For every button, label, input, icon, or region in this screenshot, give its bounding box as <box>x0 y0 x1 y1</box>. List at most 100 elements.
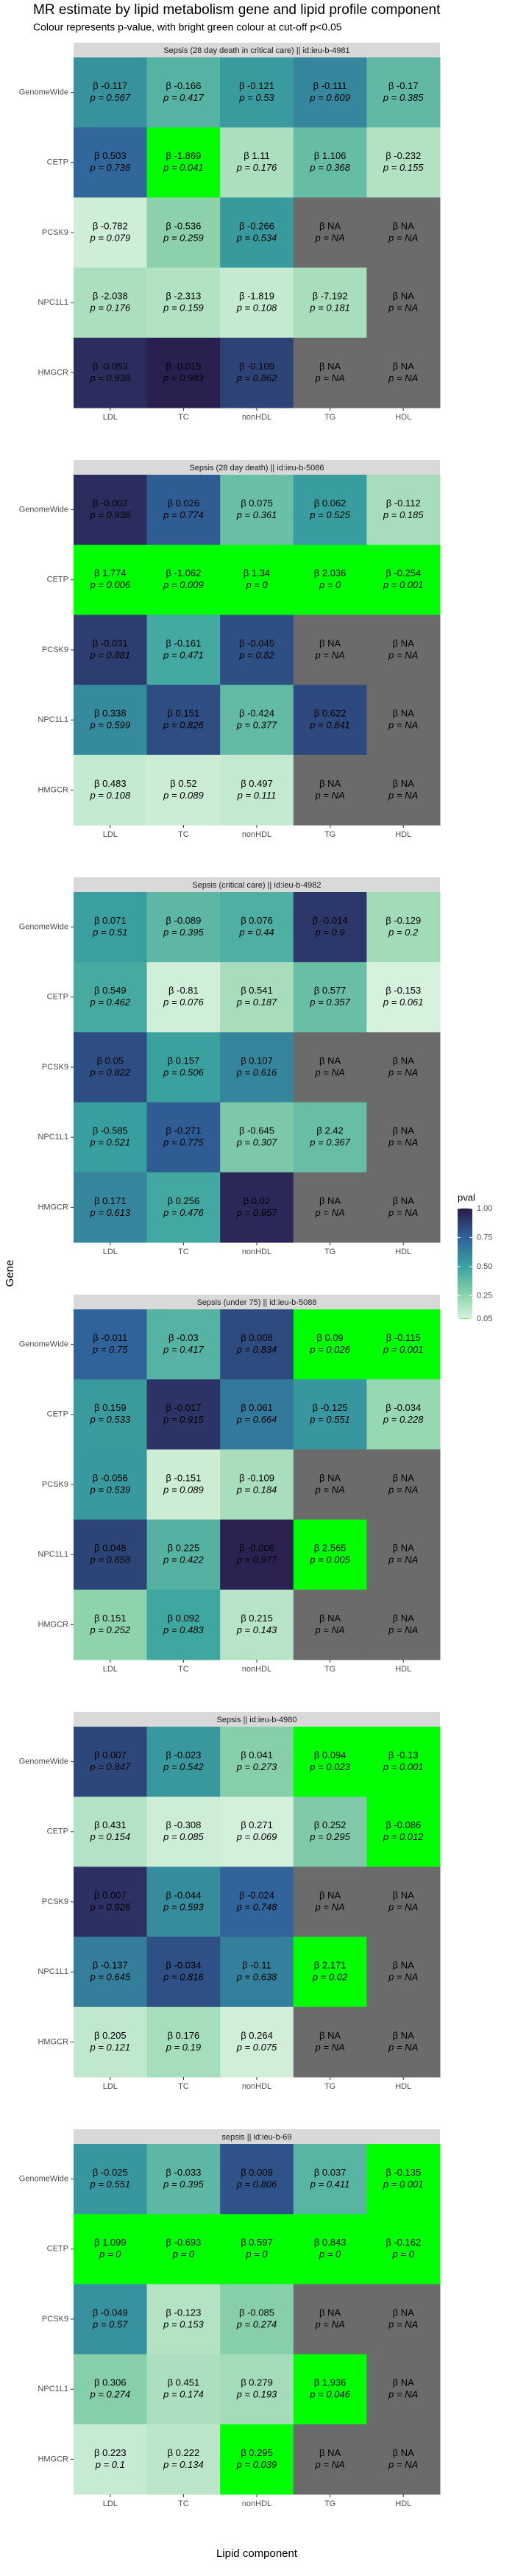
p-label: p = 0.001 <box>383 1344 424 1355</box>
beta-label: β -0.011 <box>93 1332 127 1343</box>
beta-label: β NA <box>319 2447 341 2458</box>
p-label: p = 0.121 <box>90 2042 131 2053</box>
beta-label: β -0.693 <box>166 2237 201 2248</box>
heat-cell <box>293 1797 367 1867</box>
p-label: p = 0.471 <box>163 649 204 660</box>
beta-label: β -0.129 <box>386 915 421 926</box>
p-label: p = 0.228 <box>383 1414 424 1425</box>
beta-label: β 0.151 <box>168 708 200 719</box>
heat-cell <box>220 2214 294 2285</box>
heat-cell <box>366 1309 441 1380</box>
p-label: p = 0.274 <box>90 2389 131 2400</box>
heat-cell <box>366 2006 441 2078</box>
heat-cell <box>293 2006 367 2078</box>
facet-strip <box>74 877 440 892</box>
beta-label: β 0.295 <box>241 2447 273 2458</box>
heat-cell <box>146 545 221 615</box>
beta-label: β NA <box>319 1472 341 1483</box>
heat-cell <box>293 2214 367 2285</box>
p-label: p = 0.534 <box>236 232 277 243</box>
beta-label: β -0.053 <box>93 361 128 372</box>
p-label: p = 0.613 <box>90 1207 131 1218</box>
beta-label: β 0.05 <box>97 1055 124 1066</box>
beta-label: β -0.045 <box>239 637 274 648</box>
beta-label: β 0.02 <box>244 1195 270 1206</box>
heat-cell <box>293 545 367 615</box>
y-tick-label: HMGCR <box>38 2455 68 2463</box>
p-label: p = 0.108 <box>90 790 131 801</box>
beta-label: β -0.585 <box>93 1125 128 1136</box>
heat-cell <box>74 127 148 198</box>
p-label: p = NA <box>388 1137 418 1148</box>
heat-cell <box>74 2354 148 2425</box>
p-label: p = NA <box>388 1484 418 1495</box>
p-label: p = 0.53 <box>238 92 274 103</box>
beta-label: β 0.007 <box>94 1889 127 1900</box>
legend-title: pval <box>458 1192 475 1203</box>
heat-cell <box>220 2006 294 2078</box>
beta-label: β -0.115 <box>386 1332 421 1343</box>
p-label: p = NA <box>315 1066 345 1078</box>
beta-label: β 0.215 <box>241 1613 273 1624</box>
p-label: p = NA <box>388 1066 418 1078</box>
p-label: p = 0 <box>319 579 341 590</box>
p-label: p = NA <box>388 1624 418 1635</box>
beta-label: β 2.171 <box>314 1960 347 1971</box>
p-label: p = 0.367 <box>309 1137 350 1148</box>
heat-cell <box>293 892 367 963</box>
heat-cell <box>366 1797 441 1867</box>
facet-title: Sepsis (28 day death) || id:ieu-b-5086 <box>189 464 324 473</box>
heat-cell <box>366 2144 441 2215</box>
heat-cell <box>146 1032 221 1103</box>
p-label: p = 0.847 <box>90 1761 131 1772</box>
p-label: p = 0.154 <box>90 1831 131 1842</box>
beta-label: β 0.107 <box>241 1055 273 1066</box>
beta-label: β 0.075 <box>241 498 273 509</box>
heat-cell <box>74 1589 148 1660</box>
beta-label: β -0.034 <box>386 1402 421 1413</box>
beta-label: β -0.121 <box>239 80 274 91</box>
x-tick-label: nonHDL <box>242 1665 271 1674</box>
p-label: p = 0.926 <box>90 1901 131 1912</box>
beta-label: β 0.52 <box>170 778 196 789</box>
heat-cell <box>366 475 441 545</box>
p-label: p = 0.089 <box>163 1484 204 1495</box>
p-label: p = NA <box>315 1901 345 1912</box>
facet-strip <box>74 1712 440 1727</box>
y-tick-label: PCSK9 <box>42 1897 68 1906</box>
heat-cell <box>74 2424 148 2495</box>
heat-cell <box>366 1727 441 1797</box>
y-tick-label: GenomeWide <box>19 1340 68 1349</box>
p-label: p = 0.155 <box>383 162 424 173</box>
x-tick-label: TG <box>324 1248 335 1256</box>
p-label: p = 0.862 <box>236 372 277 383</box>
p-label: p = 0.736 <box>90 162 131 173</box>
heat-cell <box>220 127 294 198</box>
p-label: p = 0.001 <box>383 1761 424 1772</box>
y-tick-label: NPC1L1 <box>38 2385 68 2393</box>
heat-cell <box>146 2354 221 2425</box>
p-label: p = NA <box>315 649 345 660</box>
p-label: p = 0.551 <box>309 1414 350 1425</box>
x-tick-label: HDL <box>395 2499 411 2508</box>
beta-label: β -0.085 <box>239 2307 274 2318</box>
y-tick-label: CETP <box>47 1827 68 1836</box>
x-tick-label: TG <box>324 1665 335 1674</box>
beta-label: β 1.34 <box>244 567 270 578</box>
beta-label: β 0.497 <box>241 778 273 789</box>
p-label: p = 0.422 <box>163 1554 204 1565</box>
beta-label: β NA <box>393 2030 414 2041</box>
p-label: p = NA <box>388 1207 418 1218</box>
p-label: p = 0.476 <box>163 1207 204 1218</box>
beta-label: β 0.048 <box>94 1543 127 1554</box>
beta-label: β NA <box>393 1195 414 1206</box>
chart-subtitle: Colour represents p-value, with bright g… <box>33 21 342 33</box>
p-label: p = 0.079 <box>90 232 131 243</box>
p-label: p = 0.858 <box>90 1554 131 1565</box>
legend-label: 1.00 <box>477 1204 492 1213</box>
p-label: p = 0.616 <box>236 1066 277 1078</box>
x-tick-label: TC <box>178 2082 189 2091</box>
heat-cell <box>220 57 294 128</box>
heat-cell <box>146 1379 221 1450</box>
beta-label: β 0.843 <box>314 2237 347 2248</box>
